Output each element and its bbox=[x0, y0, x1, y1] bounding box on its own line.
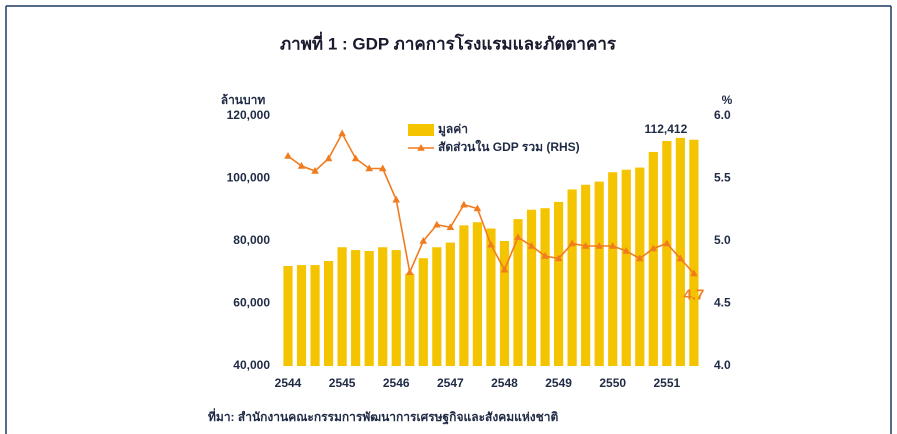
bar bbox=[391, 250, 401, 366]
marker bbox=[392, 195, 401, 203]
y-tick-label: 40,000 bbox=[233, 358, 270, 372]
bar bbox=[445, 242, 455, 366]
marker bbox=[541, 252, 549, 259]
bar bbox=[364, 251, 374, 366]
bar bbox=[337, 247, 347, 366]
marker bbox=[690, 269, 698, 277]
bar bbox=[554, 201, 564, 366]
marker bbox=[351, 154, 360, 162]
y2-tick-label: 5.5 bbox=[714, 171, 731, 185]
marker bbox=[311, 167, 319, 174]
marker bbox=[595, 242, 603, 249]
marker bbox=[622, 247, 631, 254]
x-tick-label: 2548 bbox=[491, 376, 518, 390]
y-tick-label: 100,000 bbox=[227, 171, 271, 185]
y2-tick-label: 4.5 bbox=[714, 296, 731, 310]
y-tick-label: 60,000 bbox=[233, 296, 270, 310]
y-tick-label: 80,000 bbox=[233, 233, 270, 247]
legend-label: สัดส่วนใน GDP รวม (RHS) bbox=[438, 139, 580, 154]
chart-title: ภาพที่ 1 : GDP ภาคการโรงแรมและภัตตาคาร bbox=[280, 31, 617, 53]
marker bbox=[460, 200, 468, 208]
marker bbox=[514, 233, 522, 241]
marker bbox=[419, 237, 428, 244]
value-label: 4.7 bbox=[683, 286, 704, 303]
legend-label: มูลค่า bbox=[438, 122, 468, 137]
marker bbox=[433, 220, 441, 228]
marker bbox=[365, 164, 373, 172]
y-axis-label: ล้านบาท bbox=[221, 93, 266, 107]
x-tick-label: 2544 bbox=[275, 376, 302, 390]
marker bbox=[284, 152, 292, 159]
marker bbox=[500, 265, 509, 273]
marker bbox=[338, 129, 346, 137]
marker bbox=[324, 154, 333, 162]
bar bbox=[472, 222, 483, 366]
bar bbox=[432, 247, 442, 366]
bar bbox=[540, 208, 550, 366]
marker bbox=[663, 239, 671, 247]
bar bbox=[323, 261, 334, 366]
marker bbox=[676, 254, 685, 262]
bar bbox=[567, 189, 577, 366]
bar bbox=[310, 265, 320, 366]
marker bbox=[527, 242, 536, 249]
bar bbox=[499, 241, 510, 366]
marker bbox=[554, 254, 563, 262]
x-tick-label: 2545 bbox=[329, 376, 356, 390]
marker bbox=[568, 239, 576, 247]
bar bbox=[675, 137, 685, 366]
marker bbox=[608, 242, 617, 249]
y2-axis-label: % bbox=[722, 93, 733, 107]
source: ที่มา: สำนักงานคณะกรรมการพัฒนาการเศรษฐกิ… bbox=[208, 408, 559, 425]
bar bbox=[418, 258, 428, 366]
bar bbox=[648, 151, 658, 366]
marker bbox=[635, 254, 644, 262]
marker bbox=[473, 204, 482, 212]
marker bbox=[446, 223, 455, 231]
bar bbox=[513, 219, 523, 366]
legend-marker bbox=[417, 144, 425, 151]
bar bbox=[459, 225, 469, 366]
bar bbox=[378, 247, 388, 366]
bar bbox=[526, 209, 537, 366]
marker bbox=[405, 268, 414, 276]
y2-tick-label: 5.0 bbox=[714, 233, 731, 247]
bar bbox=[405, 273, 415, 366]
bar bbox=[608, 172, 618, 366]
y2-tick-label: 4.0 bbox=[714, 358, 731, 372]
marker bbox=[487, 240, 495, 248]
marker bbox=[581, 242, 590, 249]
bar bbox=[283, 266, 293, 366]
marker bbox=[649, 244, 658, 252]
bar bbox=[351, 250, 361, 366]
y2-tick-label: 6.0 bbox=[714, 108, 731, 122]
marker bbox=[297, 162, 306, 169]
value-label: 112,412 bbox=[645, 122, 688, 136]
x-tick-label: 2547 bbox=[437, 376, 464, 390]
bar bbox=[662, 141, 672, 366]
bar bbox=[486, 228, 496, 366]
bar bbox=[621, 169, 631, 366]
y-tick-label: 120,000 bbox=[227, 108, 271, 122]
bar bbox=[296, 265, 307, 366]
marker bbox=[378, 164, 387, 172]
x-tick-label: 2546 bbox=[383, 376, 410, 390]
bar bbox=[581, 184, 591, 366]
bar bbox=[594, 181, 604, 366]
bar bbox=[689, 139, 699, 366]
x-tick-label: 2550 bbox=[599, 376, 626, 390]
bar bbox=[635, 167, 645, 366]
x-tick-label: 2551 bbox=[653, 376, 680, 390]
x-tick-label: 2549 bbox=[545, 376, 572, 390]
legend-swatch bbox=[408, 124, 434, 136]
